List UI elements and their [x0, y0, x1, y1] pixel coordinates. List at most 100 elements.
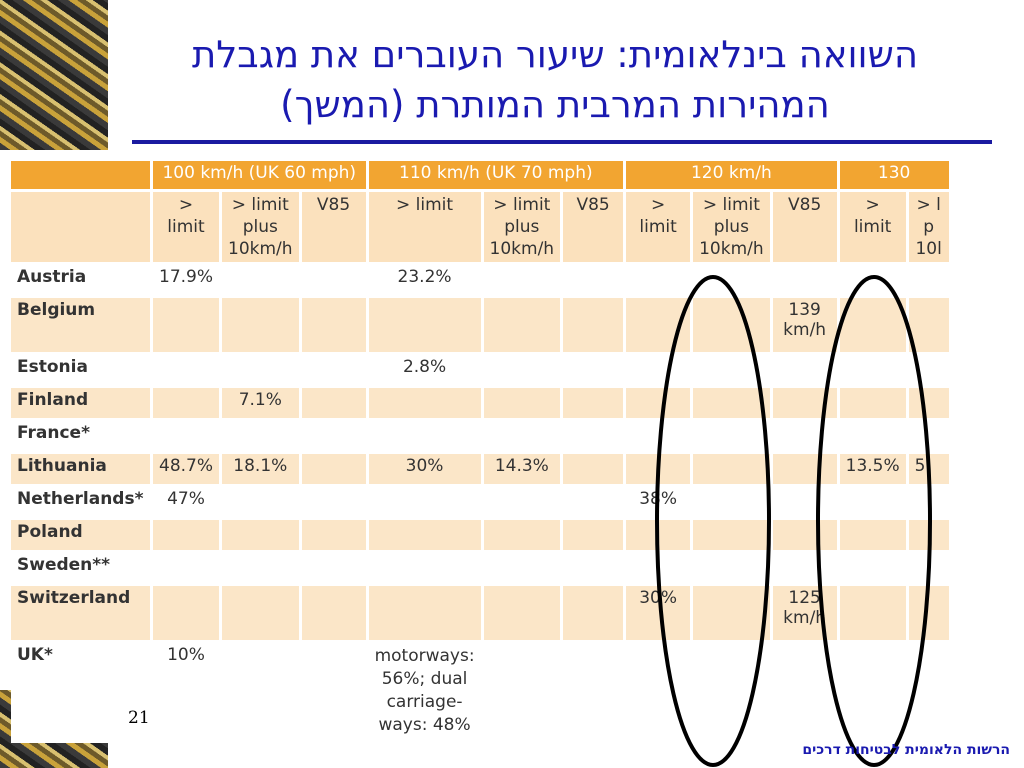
table-cell — [772, 553, 837, 583]
table-cell — [368, 487, 481, 517]
table-cell — [626, 553, 691, 583]
page-number: 21 — [128, 708, 150, 728]
table-cell — [153, 298, 220, 352]
table-cell: 18.1% — [222, 454, 299, 484]
table-cell: motorways: 56%; dual carriage-ways: 48% — [368, 643, 481, 743]
table-cell — [772, 421, 837, 451]
table-cell — [368, 388, 481, 418]
table-cell — [222, 643, 299, 743]
table-cell — [908, 520, 949, 550]
table-cell — [693, 586, 770, 640]
table-cell — [839, 388, 906, 418]
table-cell — [839, 298, 906, 352]
table-cell — [626, 298, 691, 352]
table-cell: 5. — [908, 454, 949, 484]
table-cell — [563, 553, 624, 583]
table-cell — [693, 355, 770, 385]
table-cell — [693, 520, 770, 550]
table-cell — [839, 643, 906, 743]
table-cell: 13.5% — [839, 454, 906, 484]
table-cell — [626, 265, 691, 295]
table-row: Sweden** — [11, 553, 949, 583]
table-cell — [483, 298, 561, 352]
table-cell: 17.9% — [153, 265, 220, 295]
sub-header-v85: V85 — [301, 192, 366, 262]
table-cell — [368, 553, 481, 583]
table-cell — [772, 487, 837, 517]
table-cell — [908, 421, 949, 451]
table-cell — [908, 487, 949, 517]
table-cell — [153, 586, 220, 640]
table-cell — [772, 355, 837, 385]
sub-header-corner — [11, 192, 150, 262]
table-cell — [153, 421, 220, 451]
table-cell — [563, 454, 624, 484]
table-row: Switzerland 30% 125 km/h — [11, 586, 949, 640]
row-country: Finland — [11, 388, 150, 418]
table-cell — [222, 520, 299, 550]
sub-header-limit: > limit — [626, 192, 691, 262]
sub-header-limit: > limit — [839, 192, 906, 262]
table-cell — [772, 520, 837, 550]
table-row: Lithuania 48.7% 18.1% 30% 14.3% 13.5% 5. — [11, 454, 949, 484]
row-country: Sweden** — [11, 553, 150, 583]
table-cell — [301, 643, 366, 743]
row-country: Netherlands* — [11, 487, 150, 517]
table-cell — [693, 298, 770, 352]
table-cell — [563, 520, 624, 550]
table-cell: 47% — [153, 487, 220, 517]
row-country: Austria — [11, 265, 150, 295]
group-header-120: 120 km/h — [626, 161, 837, 189]
row-country: Poland — [11, 520, 150, 550]
row-country: Estonia — [11, 355, 150, 385]
table-cell — [563, 586, 624, 640]
table-row: France* — [11, 421, 949, 451]
table-row: Belgium 139 km/h — [11, 298, 949, 352]
table-cell — [908, 643, 949, 743]
sub-header-plus: > l p 10l — [908, 192, 949, 262]
table-cell — [839, 586, 906, 640]
table-cell — [693, 421, 770, 451]
sub-header-row: > limit > limit plus 10km/h V85 > limit … — [11, 192, 949, 262]
table-cell — [483, 388, 561, 418]
table-cell: 23.2% — [368, 265, 481, 295]
table-cell — [908, 553, 949, 583]
table-cell — [693, 388, 770, 418]
table-cell — [222, 487, 299, 517]
sub-header-plus: > limit plus 10km/h — [222, 192, 299, 262]
table-cell: 30% — [368, 454, 481, 484]
table-row: Finland 7.1% — [11, 388, 949, 418]
table-cell — [483, 553, 561, 583]
table-cell — [839, 421, 906, 451]
slide-title: השוואה בינלאומית: שיעור העוברים את מגבלת… — [120, 30, 990, 130]
table-cell — [563, 265, 624, 295]
row-country: Switzerland — [11, 586, 150, 640]
sub-header-limit: > limit — [368, 192, 481, 262]
table-cell — [839, 355, 906, 385]
table-cell — [772, 454, 837, 484]
table-cell — [483, 487, 561, 517]
table-cell: 125 km/h — [772, 586, 837, 640]
table-cell — [772, 388, 837, 418]
header-corner — [11, 161, 150, 189]
group-header-110: 110 km/h (UK 70 mph) — [368, 161, 624, 189]
table-cell — [301, 520, 366, 550]
table-cell — [693, 553, 770, 583]
table-cell — [301, 487, 366, 517]
table-cell — [301, 586, 366, 640]
group-header-row: 100 km/h (UK 60 mph) 110 km/h (UK 70 mph… — [11, 161, 949, 189]
table-cell: 30% — [626, 586, 691, 640]
table-cell — [693, 265, 770, 295]
table-cell: 2.8% — [368, 355, 481, 385]
decorative-photo-top — [0, 0, 108, 150]
table-cell — [153, 355, 220, 385]
table-cell — [301, 454, 366, 484]
table-cell: 7.1% — [222, 388, 299, 418]
table-cell — [222, 298, 299, 352]
sub-header-v85: V85 — [563, 192, 624, 262]
table-row: Poland — [11, 520, 949, 550]
speeding-comparison-table: 100 km/h (UK 60 mph) 110 km/h (UK 70 mph… — [8, 158, 952, 746]
table-cell: 10% — [153, 643, 220, 743]
row-country: France* — [11, 421, 150, 451]
row-country: UK* — [11, 643, 150, 743]
